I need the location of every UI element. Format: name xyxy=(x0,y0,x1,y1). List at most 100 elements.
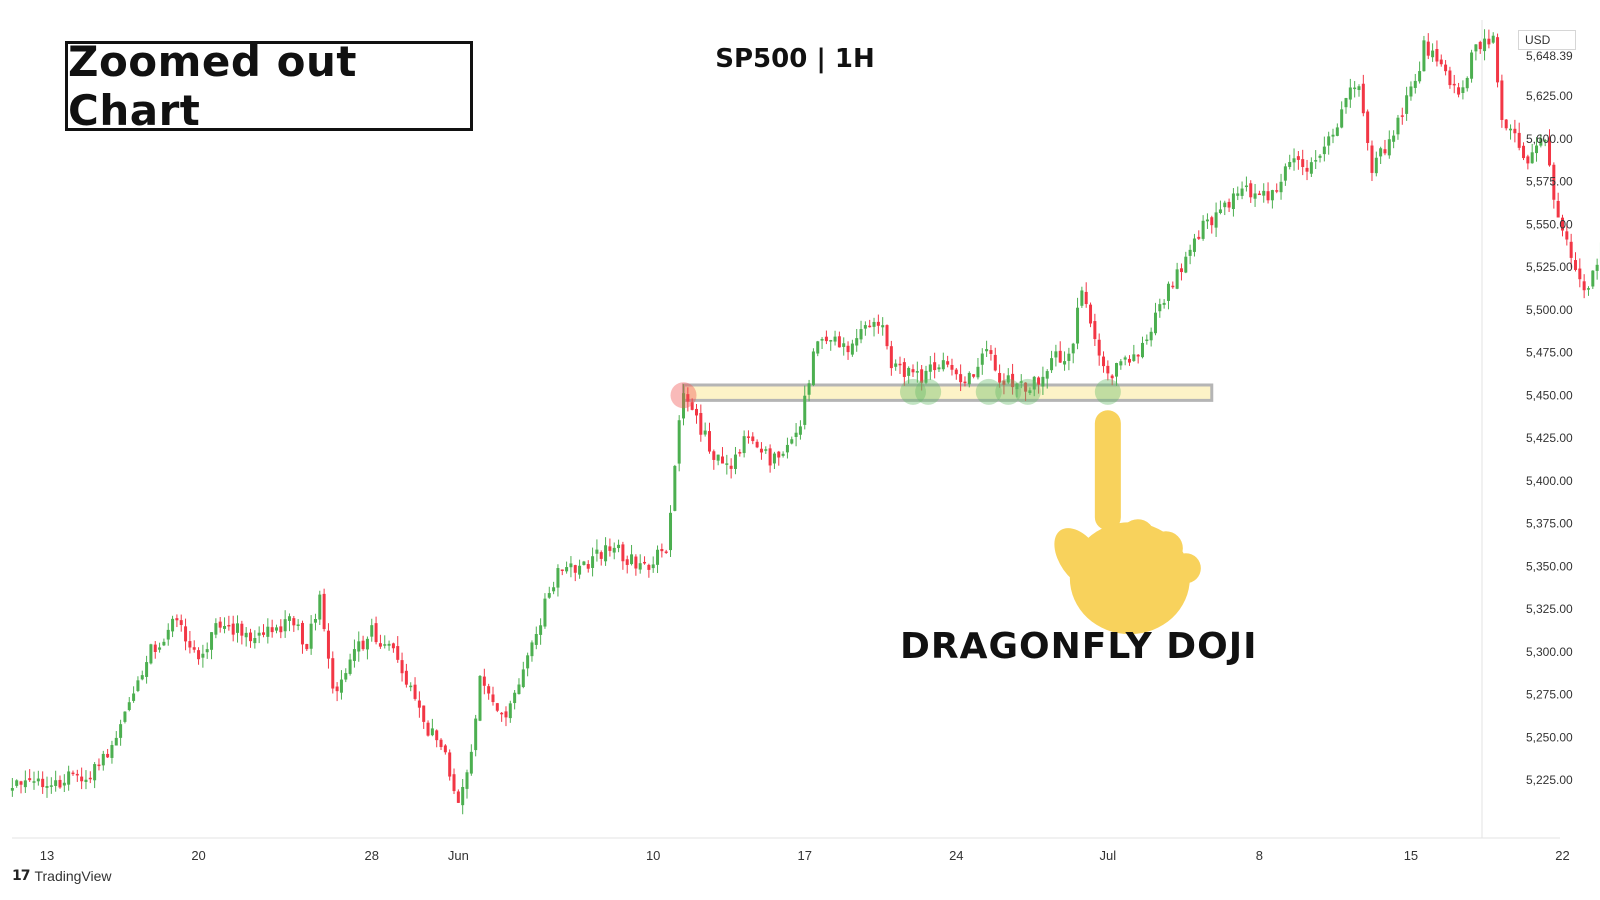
candle-body xyxy=(638,563,642,570)
candle-body xyxy=(967,372,971,385)
y-tick-label: 5,550.00 xyxy=(1526,217,1573,231)
candles-layer xyxy=(10,29,1600,815)
candle-body xyxy=(530,642,534,657)
price-axis[interactable]: 5,225.00 5,250.00 5,275.00 5,300.00 5,325.00… xyxy=(1526,49,1573,787)
candle-body xyxy=(863,325,867,329)
candle-body xyxy=(703,430,707,435)
candle-body xyxy=(1175,269,1179,289)
candle-body xyxy=(149,644,153,664)
pointing-down-hand-icon xyxy=(1054,410,1201,635)
candle-body xyxy=(1184,256,1188,273)
corner-title-box: Zoomed out Chart xyxy=(65,37,473,135)
candle-body xyxy=(842,343,846,347)
candle-body xyxy=(1526,156,1530,164)
candle-body xyxy=(244,632,248,638)
candle-body xyxy=(1444,64,1448,72)
candle-body xyxy=(348,659,352,674)
candle-body xyxy=(634,556,638,569)
candle-body xyxy=(798,426,802,435)
candle-body xyxy=(1089,304,1093,324)
candle-body xyxy=(790,439,794,444)
plot-frame xyxy=(12,20,1560,839)
candle-body xyxy=(158,647,162,650)
candle-body xyxy=(188,641,192,648)
candle-body xyxy=(400,660,404,674)
candle-body xyxy=(500,712,504,715)
candle-body xyxy=(32,781,36,783)
candle-body xyxy=(1517,132,1521,148)
time-axis[interactable]: 13 20 28 Jun 10 17 24 Jul 8 15 22 xyxy=(40,848,1570,863)
candle-body xyxy=(456,791,460,803)
candle-body xyxy=(1231,193,1235,210)
candle-body xyxy=(1266,191,1270,201)
x-tick-label: 10 xyxy=(646,848,660,863)
candle-body xyxy=(114,737,118,746)
y-tick-label: 5,625.00 xyxy=(1526,89,1573,103)
x-tick-label: 20 xyxy=(191,848,205,863)
candle-body xyxy=(569,563,573,568)
candle-body xyxy=(1530,152,1534,164)
y-tick-label: 5,450.00 xyxy=(1526,388,1573,402)
candle-body xyxy=(907,367,911,376)
candle-body xyxy=(257,632,261,636)
candle-body xyxy=(465,772,469,789)
candle-body xyxy=(591,556,595,568)
candle-body xyxy=(171,618,175,632)
candle-body xyxy=(75,773,79,776)
candle-body xyxy=(1084,291,1088,305)
candle-body xyxy=(106,753,110,758)
candle-body xyxy=(1050,358,1054,371)
candle-body xyxy=(526,655,530,669)
candle-body xyxy=(738,452,742,454)
candle-body xyxy=(941,360,945,370)
candle-body xyxy=(1353,87,1357,90)
candle-body xyxy=(1028,390,1032,394)
candle-body xyxy=(422,705,426,722)
tradingview-brand[interactable]: 17 TradingView xyxy=(12,868,112,884)
candle-body xyxy=(283,619,287,632)
candle-body xyxy=(1201,220,1205,239)
candle-body xyxy=(1509,128,1513,131)
candle-body xyxy=(777,451,781,458)
candle-body xyxy=(1179,268,1183,273)
candle-body xyxy=(1478,41,1482,50)
candle-body xyxy=(270,627,274,633)
candle-body xyxy=(972,374,976,377)
candle-body xyxy=(1561,217,1564,231)
candle-body xyxy=(1249,183,1253,198)
candle-body xyxy=(539,625,543,635)
candle-body xyxy=(1223,202,1227,208)
candle-body xyxy=(669,512,673,551)
candle-body xyxy=(495,703,499,711)
candle-body xyxy=(690,402,694,410)
candle-body xyxy=(1058,350,1062,363)
candle-body xyxy=(426,722,430,736)
candle-body xyxy=(482,676,486,686)
y-tick-label: 5,600.00 xyxy=(1526,132,1573,146)
candle-body xyxy=(1370,145,1374,173)
candle-body xyxy=(1301,159,1305,167)
candle-body xyxy=(88,777,92,780)
candle-body xyxy=(1097,339,1101,356)
candle-body xyxy=(625,559,629,565)
y-tick-label: 5,575.00 xyxy=(1526,175,1573,189)
candle-body xyxy=(1262,190,1266,196)
candle-body xyxy=(1110,375,1114,379)
candle-body xyxy=(62,782,66,786)
support-zone xyxy=(682,383,1214,402)
candle-body xyxy=(920,369,924,383)
candle-body xyxy=(1236,193,1240,196)
candle-body xyxy=(1162,302,1166,305)
candle-body xyxy=(352,649,356,661)
currency-label[interactable]: USD xyxy=(1518,30,1576,50)
candle-body xyxy=(201,653,205,658)
candle-body xyxy=(326,630,330,659)
candle-body xyxy=(1435,48,1439,62)
candle-body xyxy=(1348,87,1352,100)
candle-body xyxy=(604,545,608,562)
candle-body xyxy=(881,325,885,328)
candle-body xyxy=(937,367,941,370)
candle-body xyxy=(1218,209,1222,214)
candle-body xyxy=(1071,343,1075,354)
